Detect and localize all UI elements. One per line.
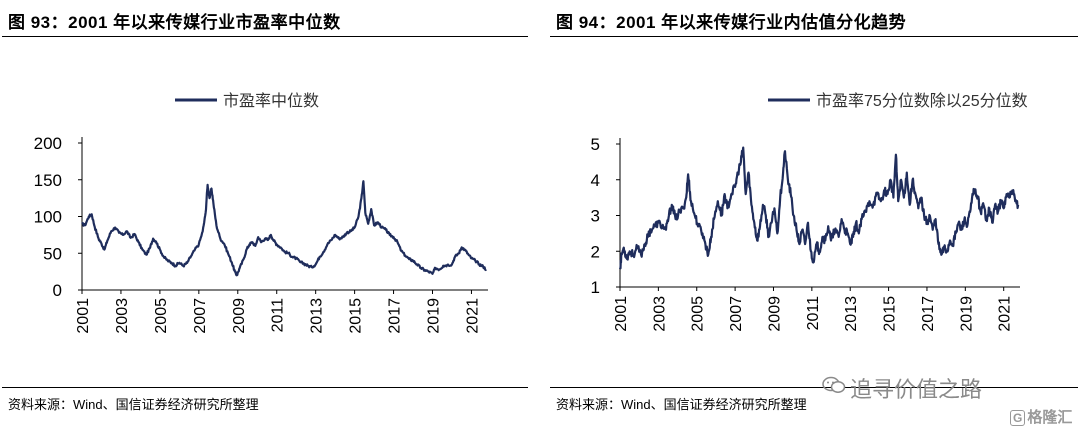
source-note: 资料来源：Wind、国信证券经济研究所整理 [556, 394, 807, 413]
y-tick-label: 2 [591, 242, 600, 261]
x-tick-label: 2015 [882, 296, 899, 332]
x-tick-label: 2011 [805, 296, 822, 331]
x-tick-label: 2017 [920, 296, 937, 332]
logo-mark: G [1010, 410, 1025, 426]
x-tick-label: 2003 [114, 298, 131, 334]
pe-dispersion-chart: 市盈率75分位数除以25分位数 1 2 3 4 5 2001 2003 2005 2007 2009… [548, 40, 1080, 385]
title-rule [550, 36, 1078, 37]
x-tick-label: 2007 [192, 298, 209, 334]
legend-label: 市盈率75分位数除以25分位数 [816, 92, 1028, 110]
source-rule [2, 387, 528, 388]
y-tick-label: 5 [591, 135, 600, 154]
wechat-icon [822, 376, 846, 394]
y-tick-label: 50 [43, 244, 62, 263]
x-tick-label: 2001 [75, 298, 92, 334]
x-tick-label: 2001 [613, 296, 630, 332]
x-tick-label: 2013 [843, 296, 860, 332]
source-note: 资料来源：Wind、国信证券经济研究所整理 [8, 394, 259, 413]
y-tick-label: 3 [591, 207, 600, 226]
series-line [620, 148, 1018, 270]
y-tick-label: 4 [591, 171, 600, 190]
x-tick-label: 2003 [651, 296, 668, 332]
chart-panel-93: 图 93：2001 年以来传媒行业市盈率中位数 市盈率中位数 0 50 100 150 2… [0, 0, 530, 436]
x-tick-label: 2011 [270, 298, 287, 333]
x-tick-label: 2017 [387, 298, 404, 334]
x-tick-label: 2019 [958, 296, 975, 332]
x-tick-label: 2013 [309, 298, 326, 334]
watermark-text: 追寻价值之路 [850, 372, 982, 404]
legend-label: 市盈率中位数 [223, 92, 319, 110]
title-rule [2, 36, 528, 37]
chart-panel-94: 图 94：2001 年以来传媒行业内估值分化趋势 市盈率75分位数除以25分位数… [548, 0, 1080, 436]
series-line [82, 181, 486, 275]
y-tick-label: 0 [53, 281, 62, 300]
x-tick-label: 2005 [690, 296, 707, 332]
x-tick-label: 2021 [997, 296, 1014, 332]
y-tick-label: 200 [34, 134, 62, 153]
x-tick-label: 2015 [348, 298, 365, 334]
x-tick-label: 2009 [766, 296, 783, 332]
x-tick-label: 2007 [728, 296, 745, 332]
x-tick-label: 2019 [426, 298, 443, 334]
x-tick-label: 2009 [231, 298, 248, 334]
y-tick-label: 150 [34, 171, 62, 190]
y-tick-label: 100 [34, 208, 62, 227]
x-tick-label: 2021 [464, 298, 481, 334]
logo-text: 格隆汇 [1027, 409, 1072, 426]
pe-median-chart: 市盈率中位数 0 50 100 150 200 2001 2003 2005 2007 2009 20… [0, 40, 530, 385]
figure-title: 图 94：2001 年以来传媒行业内估值分化趋势 [556, 8, 906, 33]
gelonghui-logo: G 格隆汇 [1010, 406, 1072, 427]
x-tick-label: 2005 [153, 298, 170, 334]
y-tick-label: 1 [591, 278, 600, 297]
source-rule [550, 387, 1078, 388]
figure-title: 图 93：2001 年以来传媒行业市盈率中位数 [8, 8, 341, 33]
